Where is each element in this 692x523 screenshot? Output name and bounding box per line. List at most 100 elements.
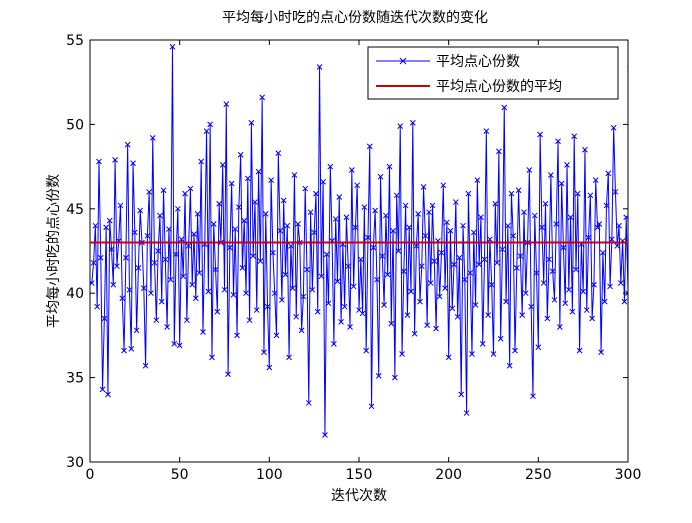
- data-point-marker: [241, 217, 248, 224]
- data-point-marker: [426, 209, 432, 216]
- data-point-marker: [461, 276, 468, 283]
- data-point-marker: [506, 362, 513, 369]
- data-point-marker: [209, 354, 215, 361]
- data-point-marker: [605, 170, 612, 177]
- data-point-marker: [155, 248, 162, 254]
- data-point-marker: [354, 182, 361, 189]
- data-point-marker: [322, 432, 328, 438]
- data-point-marker: [284, 222, 291, 229]
- data-point-marker: [413, 243, 420, 249]
- data-point-marker: [402, 202, 409, 209]
- data-point-marker: [173, 251, 179, 258]
- data-point-marker: [623, 214, 628, 221]
- data-point-marker: [508, 190, 515, 197]
- y-tick-label: 45: [66, 202, 84, 218]
- data-point-marker: [492, 200, 499, 207]
- data-point-marker: [234, 332, 240, 339]
- data-point-marker: [594, 224, 601, 231]
- data-point-marker: [305, 400, 312, 406]
- data-point-marker: [119, 295, 126, 302]
- data-point-marker: [185, 243, 192, 249]
- data-point-marker: [528, 303, 535, 310]
- data-point-marker: [304, 266, 310, 273]
- data-point-marker: [282, 271, 289, 278]
- y-tick-label: 35: [66, 371, 84, 387]
- data-point-marker: [279, 297, 285, 303]
- data-point-marker: [331, 340, 337, 347]
- data-point-marker: [300, 293, 307, 300]
- data-point-marker: [237, 151, 244, 158]
- legend-label-series-2: 平均点心份数的平均: [436, 79, 562, 95]
- data-point-marker: [386, 163, 393, 170]
- data-point-marker: [175, 205, 181, 212]
- data-point-marker: [343, 214, 350, 221]
- data-point-marker: [569, 308, 576, 315]
- y-tick-label: 40: [66, 286, 84, 302]
- data-point-marker: [365, 234, 371, 241]
- data-point-marker: [565, 286, 572, 293]
- data-point-marker: [449, 305, 456, 312]
- data-point-marker: [261, 349, 267, 356]
- data-point-marker: [504, 222, 511, 229]
- data-point-marker: [451, 261, 457, 268]
- data-point-marker: [221, 286, 228, 293]
- data-point-marker: [348, 167, 355, 173]
- data-point-marker: [553, 221, 560, 227]
- data-point-marker: [148, 290, 154, 297]
- data-point-marker: [374, 276, 380, 283]
- data-point-marker: [420, 184, 427, 190]
- data-point-marker: [311, 229, 318, 236]
- series-layer: [90, 43, 628, 438]
- data-point-marker: [603, 202, 610, 209]
- data-point-marker: [610, 124, 617, 131]
- data-point-marker: [452, 199, 459, 205]
- data-point-marker: [490, 351, 497, 357]
- data-point-marker: [135, 265, 142, 271]
- data-point-marker: [381, 302, 387, 308]
- data-point-marker: [110, 281, 117, 288]
- data-point-marker: [510, 232, 517, 239]
- data-point-marker: [250, 253, 257, 259]
- y-tick-label: 30: [66, 455, 84, 471]
- data-point-marker: [517, 253, 524, 259]
- data-point-marker: [187, 185, 194, 192]
- y-tick-label: 50: [66, 117, 84, 133]
- data-point-marker: [540, 280, 547, 286]
- data-point-marker: [526, 167, 533, 173]
- plot-area: [89, 39, 629, 463]
- data-point-marker: [345, 263, 352, 270]
- data-point-marker: [537, 131, 543, 138]
- data-point-marker: [291, 172, 298, 178]
- data-point-marker: [383, 212, 389, 219]
- data-point-marker: [287, 243, 294, 249]
- axes-layer: 0 50 100 150 200 250 300 30 35 40 45 50 55: [66, 33, 641, 483]
- data-point-marker: [235, 204, 242, 210]
- legend-box: [367, 46, 619, 100]
- data-point-marker: [271, 290, 278, 297]
- data-point-marker: [130, 160, 136, 167]
- x-tick-label: 300: [615, 467, 642, 483]
- data-point-marker: [357, 256, 364, 263]
- data-point-marker: [607, 283, 613, 290]
- data-point-marker: [253, 307, 260, 313]
- data-point-marker: [612, 189, 619, 195]
- data-point-marker: [327, 163, 334, 170]
- data-point-marker: [160, 187, 167, 194]
- data-point-marker: [307, 209, 314, 216]
- data-point-marker: [228, 180, 235, 187]
- data-point-marker: [556, 324, 563, 330]
- data-point-marker: [501, 104, 508, 111]
- data-point-marker: [479, 340, 486, 347]
- data-point-marker: [289, 285, 296, 291]
- data-point-marker: [126, 286, 133, 293]
- data-point-marker: [370, 244, 377, 251]
- y-axis-label: 平均每小时吃的点心份数: [46, 174, 62, 328]
- data-point-marker: [522, 290, 529, 297]
- data-point-marker: [539, 224, 545, 231]
- data-point-marker: [494, 259, 500, 266]
- data-point-marker: [347, 324, 353, 330]
- data-point-marker: [232, 226, 239, 232]
- data-point-marker: [447, 227, 454, 234]
- data-point-marker: [497, 335, 504, 342]
- data-point-marker: [318, 273, 325, 280]
